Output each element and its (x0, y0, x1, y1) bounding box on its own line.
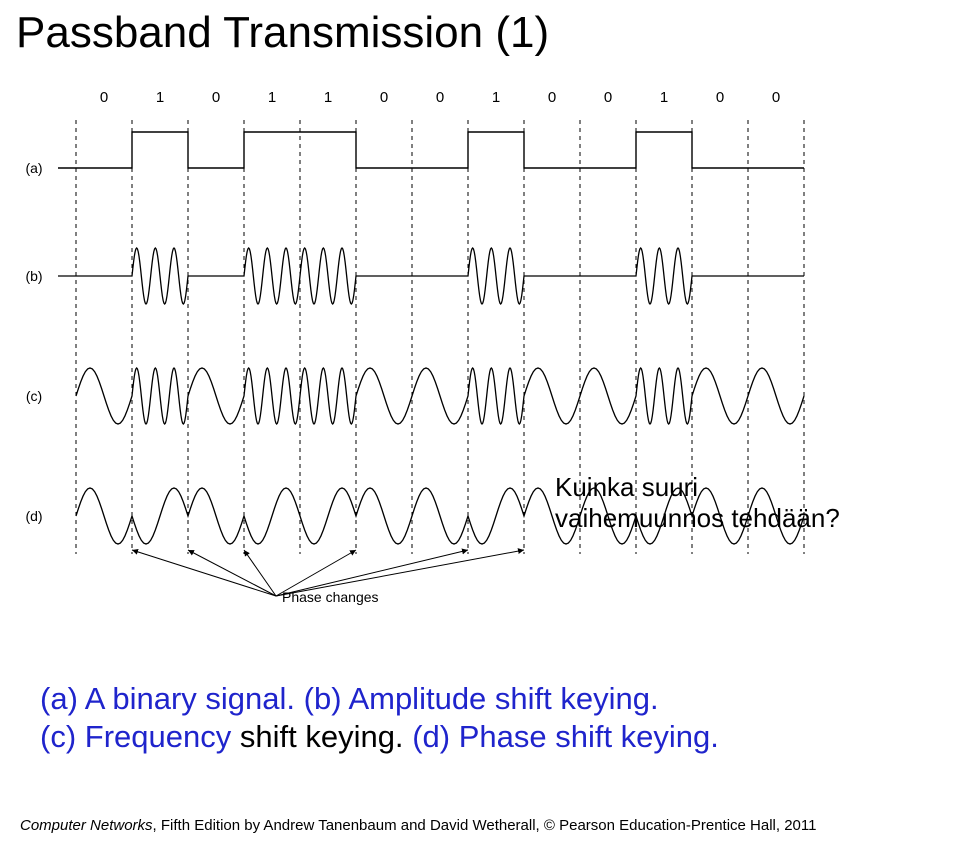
caption-b: (b) Amplitude shift keying. (304, 681, 659, 716)
svg-text:(d): (d) (25, 508, 42, 524)
svg-text:1: 1 (324, 89, 332, 106)
modulation-diagram: 0101100100100(a)(b)(c)(d)Phase changes (0, 80, 960, 640)
svg-text:0: 0 (548, 89, 556, 106)
annotation-line2: vaihemuunnos tehdään? (555, 503, 840, 533)
svg-text:(c): (c) (26, 388, 42, 404)
caption-a: (a) A binary signal. (40, 681, 295, 716)
svg-text:1: 1 (268, 89, 276, 106)
caption-c2: shift keying. (240, 719, 404, 754)
svg-text:1: 1 (660, 89, 668, 106)
footer-book: Computer Networks (20, 817, 153, 834)
svg-text:0: 0 (436, 89, 444, 106)
page-title: Passband Transmission (1) (16, 8, 549, 58)
svg-text:(b): (b) (25, 268, 42, 284)
footer-citation: Computer Networks, Fifth Edition by Andr… (20, 817, 816, 834)
svg-text:0: 0 (604, 89, 612, 106)
svg-text:1: 1 (156, 89, 164, 106)
footer-rest: , Fifth Edition by Andrew Tanenbaum and … (153, 817, 817, 834)
caption-block: (a) A binary signal. (b) Amplitude shift… (40, 680, 719, 756)
svg-text:0: 0 (212, 89, 220, 106)
svg-text:1: 1 (492, 89, 500, 106)
svg-text:(a): (a) (25, 160, 42, 176)
svg-text:0: 0 (716, 89, 724, 106)
svg-text:0: 0 (100, 89, 108, 106)
caption-c: (c) Frequency (40, 719, 231, 754)
annotation-line1: Kuinka suuri (555, 472, 698, 502)
svg-text:0: 0 (380, 89, 388, 106)
annotation-text: Kuinka suuri vaihemuunnos tehdään? (555, 472, 840, 534)
caption-d: (d) Phase shift keying. (412, 719, 719, 754)
svg-text:0: 0 (772, 89, 780, 106)
